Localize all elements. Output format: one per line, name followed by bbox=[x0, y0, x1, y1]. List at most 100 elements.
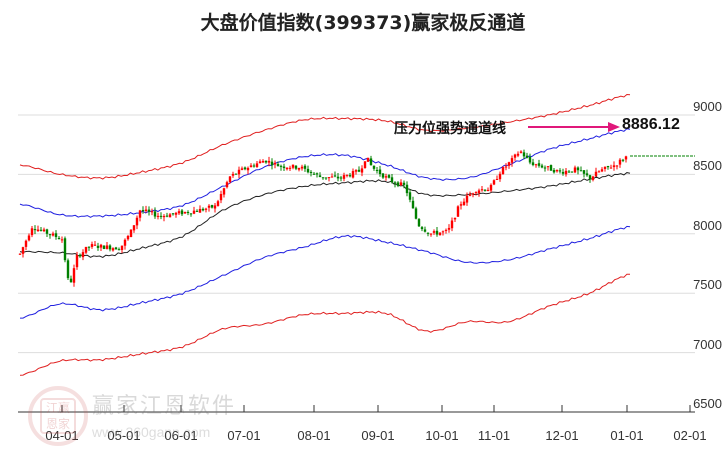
candle-up bbox=[99, 244, 103, 248]
candle-down bbox=[48, 234, 52, 236]
candle-up bbox=[573, 167, 577, 173]
candle-up bbox=[240, 168, 244, 170]
watermark-logo-chars: 江赢恩家 bbox=[40, 398, 76, 434]
candle-down bbox=[582, 170, 586, 174]
candle-up bbox=[591, 176, 595, 180]
candle-up bbox=[105, 245, 109, 249]
candle-down bbox=[96, 245, 100, 248]
band-mid bbox=[19, 172, 631, 258]
candle-down bbox=[33, 229, 37, 231]
candle-up bbox=[489, 184, 493, 191]
candle-up bbox=[288, 167, 292, 169]
candle-up bbox=[471, 193, 475, 195]
candle-up bbox=[432, 231, 436, 233]
candle-down bbox=[522, 152, 526, 157]
candle-up bbox=[447, 227, 451, 230]
candle-down bbox=[210, 205, 214, 208]
candle-up bbox=[51, 233, 55, 236]
candle-down bbox=[552, 170, 556, 173]
candle-down bbox=[378, 169, 382, 175]
watermark-text: 赢家江恩软件 bbox=[92, 394, 237, 419]
candle-up bbox=[18, 253, 22, 255]
candle-down bbox=[369, 158, 373, 166]
candle-down bbox=[264, 160, 268, 163]
candle-up bbox=[462, 201, 466, 206]
x-tick-label: 11-01 bbox=[477, 428, 511, 443]
candle-up bbox=[120, 245, 124, 250]
candle-up bbox=[177, 211, 181, 214]
candle-down bbox=[45, 229, 49, 234]
candle-up bbox=[456, 206, 460, 217]
candle-down bbox=[270, 161, 274, 166]
candle-up bbox=[255, 163, 259, 167]
candle-up bbox=[168, 214, 172, 218]
candle-down bbox=[195, 210, 199, 212]
candle-down bbox=[372, 165, 376, 169]
candle-up bbox=[504, 166, 508, 168]
candle-up bbox=[351, 171, 355, 178]
candle-up bbox=[267, 160, 271, 163]
candle-down bbox=[411, 200, 415, 209]
candle-up bbox=[519, 151, 523, 153]
candle-down bbox=[318, 175, 322, 177]
candle-down bbox=[333, 175, 337, 177]
y-tick-label: 8500 bbox=[693, 158, 722, 174]
candle-up bbox=[261, 161, 265, 163]
candle-up bbox=[27, 235, 31, 241]
candle-down bbox=[324, 177, 328, 179]
candle-up bbox=[429, 233, 433, 235]
candle-down bbox=[576, 167, 580, 171]
candle-up bbox=[453, 217, 457, 220]
candle-up bbox=[126, 235, 130, 240]
candle-down bbox=[621, 159, 625, 161]
candle-up bbox=[246, 167, 250, 171]
band-inner_lower bbox=[20, 225, 631, 319]
candle-down bbox=[390, 177, 394, 183]
candle-up bbox=[150, 211, 154, 213]
candle-up bbox=[174, 212, 178, 215]
candle-up bbox=[300, 166, 304, 169]
candle-up bbox=[24, 240, 28, 247]
candle-up bbox=[216, 201, 220, 206]
band-inner_upper bbox=[19, 128, 631, 218]
candle-up bbox=[60, 239, 64, 241]
candle-down bbox=[561, 171, 565, 174]
candle-down bbox=[186, 211, 190, 214]
x-tick-label: 06-01 bbox=[164, 428, 198, 443]
candle-up bbox=[507, 162, 511, 166]
candle-up bbox=[564, 170, 568, 175]
candle-down bbox=[102, 245, 106, 249]
candle-down bbox=[483, 189, 487, 191]
candle-up bbox=[72, 268, 76, 283]
candle-up bbox=[228, 176, 232, 183]
candle-down bbox=[78, 254, 82, 257]
candle-down bbox=[435, 230, 439, 235]
candle-up bbox=[258, 161, 262, 164]
candle-down bbox=[309, 171, 313, 173]
candle-up bbox=[285, 167, 289, 170]
candle-down bbox=[357, 169, 361, 172]
candle-up bbox=[156, 215, 160, 217]
candle-up bbox=[21, 247, 25, 254]
candle-up bbox=[546, 166, 550, 168]
candle-down bbox=[141, 210, 145, 212]
candle-up bbox=[135, 217, 139, 226]
candle-up bbox=[42, 229, 46, 232]
y-tick-label: 6500 bbox=[693, 396, 722, 411]
candle-down bbox=[549, 165, 553, 171]
candle-up bbox=[360, 168, 364, 173]
candle-down bbox=[543, 167, 547, 169]
candle-up bbox=[513, 154, 517, 158]
candle-up bbox=[441, 231, 445, 233]
candle-up bbox=[237, 169, 241, 175]
candle-down bbox=[39, 229, 43, 231]
candle-down bbox=[540, 165, 544, 168]
candle-down bbox=[336, 176, 340, 179]
candle-up bbox=[225, 182, 229, 188]
candle-down bbox=[57, 237, 61, 240]
x-tick-label: 12-01 bbox=[545, 428, 579, 443]
candle-up bbox=[495, 178, 499, 180]
candle-up bbox=[249, 165, 253, 168]
candle-down bbox=[375, 169, 379, 171]
candle-down bbox=[54, 233, 58, 238]
